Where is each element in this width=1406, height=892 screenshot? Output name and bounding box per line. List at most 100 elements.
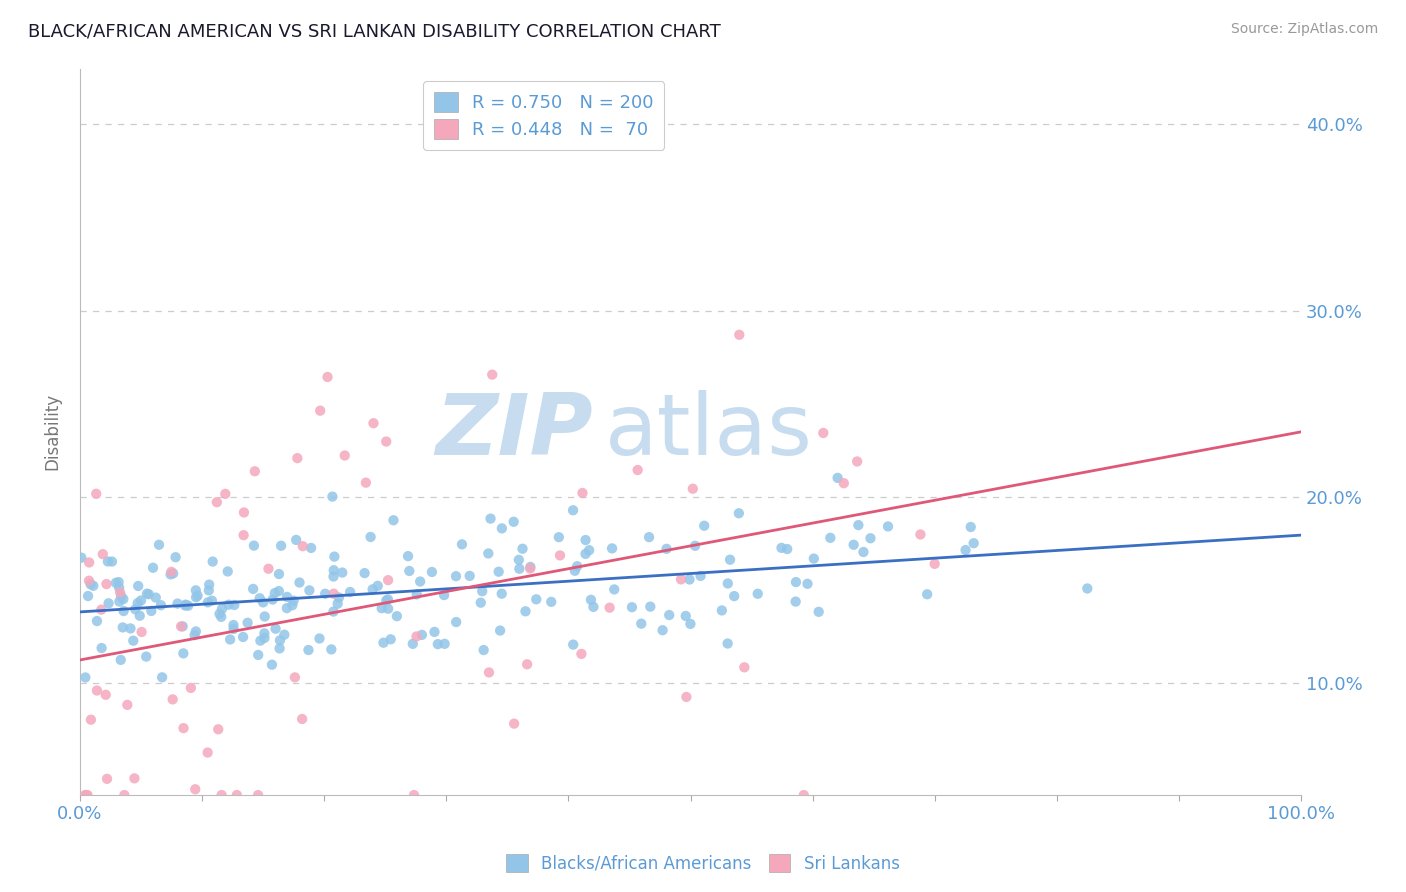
Point — [209, 610, 232, 624]
Point — [104, 575, 127, 590]
Point — [108, 585, 131, 599]
Point — [174, 599, 197, 613]
Point — [243, 464, 266, 478]
Point — [402, 788, 425, 802]
Point — [578, 543, 600, 558]
Point — [97, 596, 120, 610]
Point — [257, 562, 280, 576]
Point — [420, 565, 443, 579]
Point — [291, 712, 314, 726]
Point — [508, 553, 530, 567]
Point — [172, 619, 194, 633]
Point — [813, 425, 835, 440]
Point — [471, 584, 494, 599]
Point — [328, 591, 350, 605]
Point — [620, 600, 643, 615]
Point — [848, 518, 870, 533]
Point — [827, 471, 849, 485]
Point — [574, 547, 596, 561]
Point — [180, 681, 202, 695]
Point — [717, 636, 740, 650]
Point — [233, 505, 256, 519]
Point — [197, 746, 219, 760]
Point — [547, 530, 569, 544]
Point — [159, 567, 181, 582]
Point — [112, 592, 135, 607]
Point — [603, 582, 626, 597]
Point — [124, 772, 146, 786]
Point — [269, 633, 291, 648]
Point — [770, 541, 793, 555]
Point — [249, 591, 271, 606]
Point — [377, 573, 399, 587]
Point — [172, 646, 194, 660]
Point — [198, 577, 221, 591]
Point — [128, 608, 150, 623]
Point — [582, 599, 605, 614]
Text: Source: ZipAtlas.com: Source: ZipAtlas.com — [1230, 22, 1378, 37]
Point — [316, 370, 339, 384]
Point — [214, 487, 236, 501]
Point — [516, 657, 538, 672]
Point — [299, 541, 322, 555]
Point — [426, 637, 449, 651]
Point — [160, 565, 183, 579]
Point — [924, 557, 946, 571]
Point — [276, 601, 298, 615]
Point — [959, 520, 981, 534]
Point — [96, 577, 118, 591]
Point — [184, 591, 207, 605]
Point — [693, 518, 716, 533]
Point — [111, 620, 134, 634]
Text: atlas: atlas — [605, 391, 813, 474]
Point — [579, 592, 602, 607]
Point — [80, 713, 103, 727]
Point — [211, 788, 233, 802]
Point — [361, 582, 384, 597]
Point — [219, 632, 242, 647]
Point — [110, 589, 132, 603]
Point — [377, 592, 399, 607]
Point — [717, 576, 740, 591]
Point — [481, 368, 503, 382]
Point — [409, 574, 432, 589]
Point — [398, 564, 420, 578]
Point — [678, 573, 700, 587]
Point — [727, 506, 749, 520]
Point — [242, 582, 264, 596]
Point — [571, 647, 593, 661]
Point — [491, 587, 513, 601]
Text: BLACK/AFRICAN AMERICAN VS SRI LANKAN DISABILITY CORRELATION CHART: BLACK/AFRICAN AMERICAN VS SRI LANKAN DIS… — [28, 22, 721, 40]
Point — [321, 490, 343, 504]
Point — [385, 609, 408, 624]
Point — [776, 542, 799, 557]
Point — [669, 573, 692, 587]
Point — [363, 416, 385, 430]
Point — [184, 782, 207, 797]
Point — [75, 670, 97, 684]
Point — [321, 642, 343, 657]
Point — [183, 628, 205, 642]
Point — [564, 564, 586, 578]
Point — [519, 561, 541, 575]
Point — [785, 594, 807, 608]
Point — [444, 569, 467, 583]
Point — [285, 451, 308, 466]
Point — [253, 631, 276, 645]
Point — [458, 569, 481, 583]
Point — [375, 434, 398, 449]
Point — [177, 599, 200, 613]
Point — [276, 590, 298, 604]
Point — [141, 604, 163, 618]
Point — [723, 589, 745, 603]
Point — [298, 583, 321, 598]
Point — [198, 583, 221, 598]
Point — [247, 788, 270, 802]
Point — [638, 530, 661, 544]
Point — [82, 579, 104, 593]
Point — [112, 788, 135, 802]
Point — [682, 482, 704, 496]
Point — [136, 587, 159, 601]
Point — [370, 601, 392, 615]
Point — [803, 551, 825, 566]
